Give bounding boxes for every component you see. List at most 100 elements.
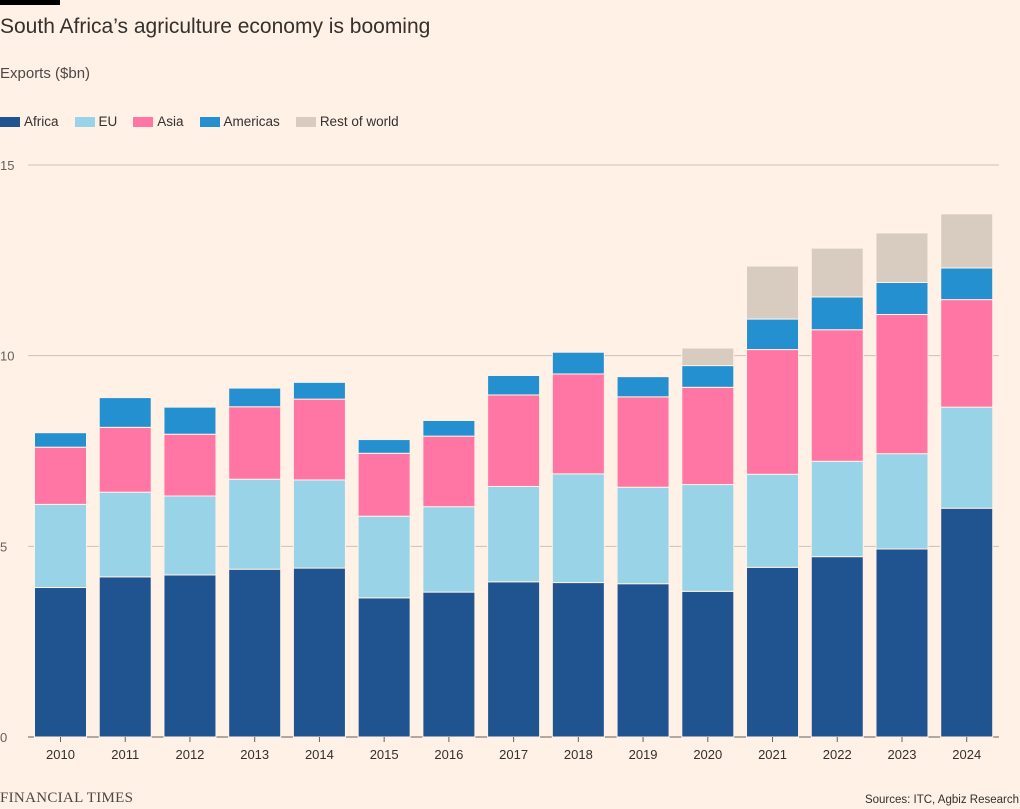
- bar-segment-eu-2021: [746, 473, 800, 568]
- bar-segment-americas-2019: [616, 376, 670, 398]
- x-tick-label: 2015: [370, 747, 399, 762]
- bar-segment-eu-2022: [810, 460, 864, 558]
- bar-segment-americas-2020: [681, 365, 735, 388]
- legend-swatch: [295, 116, 316, 127]
- legend-label: EU: [98, 114, 118, 129]
- bar-segment-africa-2013: [228, 568, 282, 738]
- stacked-bar-chart: 0 5 10 15 2010 2011 2012 2013 2014 2015 2016 2017 20…: [0, 158, 999, 762]
- legend-item-africa: Africa: [0, 114, 59, 129]
- legend-item-asia: Asia: [133, 114, 184, 129]
- bar-segment-americas-2024: [940, 267, 994, 301]
- legend-swatch: [74, 116, 95, 127]
- brand-bar: [0, 0, 60, 5]
- bar-segment-eu-2020: [681, 484, 735, 592]
- legend-label: Americas: [223, 114, 280, 129]
- bar-segment-africa-2017: [487, 581, 541, 738]
- bar-segment-eu-2019: [616, 486, 670, 585]
- chart-legend: Africa EU Asia Americas Rest of world: [0, 114, 415, 129]
- bar-segment-americas-2013: [228, 387, 282, 408]
- bar-segment-asia-2011: [98, 426, 152, 493]
- source-note: Sources: ITC, Agbiz Research: [864, 794, 1019, 806]
- y-tick-label: 0: [0, 730, 7, 745]
- x-tick-label: 2010: [46, 747, 75, 762]
- legend-swatch: [199, 116, 220, 127]
- bar-segment-americas-2014: [292, 381, 346, 400]
- chart-title: South Africa’s agriculture economy is bo…: [0, 15, 431, 38]
- bar-segment-africa-2010: [34, 587, 87, 738]
- bar-segment-eu-2018: [551, 473, 605, 584]
- bar-segment-rest-of-world-2023: [875, 232, 929, 283]
- bar-segment-africa-2024: [940, 507, 994, 738]
- bar-segment-asia-2014: [292, 398, 346, 481]
- legend-label: Asia: [157, 114, 184, 129]
- x-tick-label: 2013: [240, 747, 269, 762]
- y-tick-label: 10: [0, 349, 14, 364]
- bar-segment-americas-2016: [422, 419, 476, 437]
- bar-segment-eu-2024: [940, 406, 994, 509]
- bar-segment-eu-2012: [163, 495, 217, 576]
- x-tick-label: 2016: [434, 747, 463, 762]
- bar-segment-asia-2010: [34, 446, 87, 505]
- x-tick-label: 2024: [952, 747, 981, 762]
- bar-segment-eu-2011: [98, 491, 152, 578]
- bar-segment-africa-2022: [810, 556, 864, 738]
- x-tick-label: 2022: [823, 747, 852, 762]
- chart-subtitle: Exports ($bn): [0, 65, 91, 82]
- bar-segment-africa-2023: [875, 548, 929, 738]
- x-tick-label: 2014: [305, 747, 334, 762]
- bar-segment-americas-2023: [875, 281, 929, 315]
- x-tick-label: 2012: [175, 747, 204, 762]
- bar-segment-americas-2018: [551, 351, 605, 375]
- legend-label: Africa: [24, 114, 59, 129]
- x-tick-label: 2020: [693, 747, 722, 762]
- bar-segment-africa-2018: [551, 582, 605, 738]
- bar-segment-africa-2016: [422, 591, 476, 738]
- bar-segment-rest-of-world-2024: [940, 213, 994, 269]
- bar-segment-africa-2020: [681, 590, 735, 738]
- bar-segment-americas-2012: [163, 406, 217, 435]
- bar-segment-africa-2015: [357, 597, 411, 738]
- x-tick-label: 2023: [888, 747, 917, 762]
- bar-segment-africa-2011: [98, 576, 152, 738]
- bar-segment-asia-2021: [746, 349, 800, 475]
- bar-segment-africa-2021: [746, 566, 800, 738]
- y-tick-label: 5: [0, 539, 7, 554]
- x-tick-label: 2011: [111, 747, 139, 762]
- legend-item-rest-of-world: Rest of world: [295, 114, 399, 129]
- bar-segment-americas-2010: [34, 432, 87, 448]
- bar-segment-asia-2012: [163, 433, 217, 497]
- bar-segment-eu-2013: [228, 478, 282, 570]
- legend-item-eu: EU: [74, 114, 118, 129]
- bar-segment-americas-2022: [810, 296, 864, 331]
- bar-segment-asia-2018: [551, 373, 605, 475]
- bar-segment-asia-2015: [357, 452, 411, 517]
- bar-segment-eu-2014: [292, 479, 346, 569]
- ft-logo: FINANCIAL TIMES: [0, 790, 134, 806]
- x-tick-label: 2017: [499, 747, 528, 762]
- bar-segment-eu-2023: [875, 453, 929, 550]
- legend-item-americas: Americas: [199, 114, 280, 129]
- bar-segment-americas-2011: [98, 397, 152, 428]
- bar-segment-asia-2023: [875, 313, 929, 455]
- bar-segment-africa-2014: [292, 567, 346, 738]
- bar-segment-eu-2017: [487, 485, 541, 583]
- bar-segment-rest-of-world-2022: [810, 247, 864, 298]
- x-tick-label: 2018: [564, 747, 593, 762]
- bar-segment-asia-2013: [228, 406, 282, 480]
- bar-segment-africa-2012: [163, 574, 217, 738]
- legend-label: Rest of world: [319, 114, 399, 129]
- bar-segment-rest-of-world-2021: [746, 265, 800, 320]
- x-tick-label: 2021: [758, 747, 787, 762]
- bar-segment-asia-2022: [810, 329, 864, 462]
- legend-swatch: [0, 116, 20, 127]
- bar-segment-asia-2016: [422, 435, 476, 508]
- bar-segment-africa-2019: [616, 583, 670, 738]
- bar-segment-rest-of-world-2020: [681, 347, 735, 367]
- x-tick-label: 2019: [629, 747, 658, 762]
- legend-swatch: [133, 116, 154, 127]
- bar-segment-asia-2017: [487, 394, 541, 487]
- bar-segment-eu-2016: [422, 506, 476, 593]
- bar-segment-asia-2024: [940, 299, 994, 408]
- bar-segment-americas-2015: [357, 439, 411, 454]
- bar-segment-asia-2020: [681, 386, 735, 486]
